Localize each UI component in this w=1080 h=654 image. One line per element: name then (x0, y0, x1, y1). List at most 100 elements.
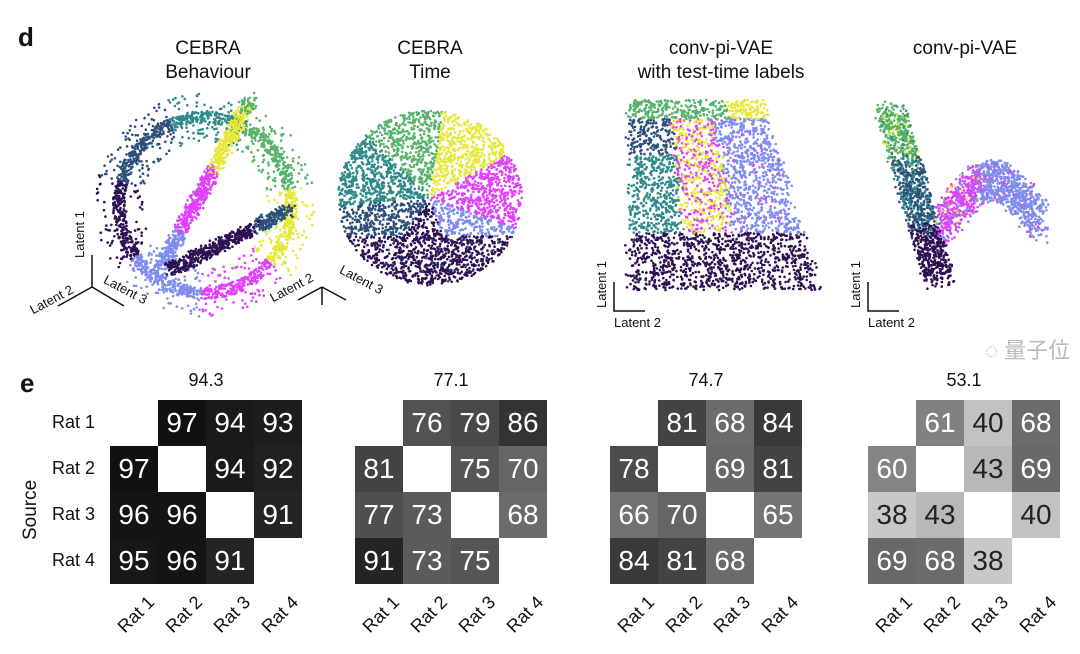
scatter-point (209, 255, 213, 258)
scatter-point (310, 181, 314, 184)
scatter-point (274, 226, 278, 230)
scatter-point (213, 300, 217, 304)
scatter-point (164, 267, 167, 271)
scatter-point (146, 132, 150, 136)
scatter-point (171, 122, 174, 126)
scatter-point (199, 292, 202, 296)
scatter-point (202, 190, 205, 194)
scatter-point (284, 172, 287, 175)
scatter-point (197, 289, 200, 293)
scatter-point (264, 114, 268, 118)
scatter-point (145, 146, 149, 149)
scatter-point (195, 292, 198, 296)
scatter-point (220, 292, 224, 296)
scatter-point (246, 112, 249, 116)
scatter-point (258, 293, 261, 297)
scatter-point (280, 126, 284, 130)
scatter-point (204, 197, 208, 200)
scatter-point (199, 247, 203, 250)
scatter-point (447, 255, 451, 259)
scatter-point (153, 127, 157, 130)
scatter-point (117, 201, 121, 205)
scatter-point (127, 164, 131, 168)
scatter-point (216, 170, 219, 173)
scatter-point (211, 248, 214, 251)
scatter-point (186, 285, 189, 289)
scatter-point (239, 225, 242, 229)
scatter-point (285, 247, 288, 251)
scatter-point (195, 201, 198, 204)
scatter-point (179, 281, 182, 285)
scatter-point (308, 217, 312, 221)
scatter-point (287, 191, 291, 194)
scatter-point (436, 257, 440, 261)
scatter-point (233, 292, 236, 295)
scatter-point (126, 251, 129, 254)
scatter-point (151, 283, 154, 286)
scatter-point (177, 216, 181, 219)
scatter-point (291, 249, 295, 253)
scatter-point (141, 266, 145, 269)
scatter-point (231, 230, 235, 234)
scatter-point (215, 111, 219, 115)
scatter-point (217, 284, 221, 288)
scatter-point (294, 229, 298, 232)
scatter-point (161, 273, 165, 277)
scatter-point (144, 278, 147, 282)
scatter-point (371, 206, 375, 210)
scatter-point (244, 237, 247, 240)
scatter-point (286, 267, 290, 271)
scatter-point (493, 245, 496, 248)
scatter-point (109, 160, 112, 163)
scatter-point (258, 119, 262, 122)
scatter-point (360, 232, 364, 235)
scatter-point (202, 246, 206, 250)
scatter-point (251, 259, 255, 263)
scatter-point (231, 131, 234, 135)
scatter-point (252, 250, 255, 253)
scatter-point (201, 176, 205, 180)
scatter-point (145, 143, 149, 146)
scatter-point (103, 172, 107, 176)
scatter-point (273, 222, 277, 226)
scatter-point (192, 190, 195, 194)
scatter-point (186, 103, 189, 107)
scatter-point (274, 240, 278, 244)
scatter-point (195, 264, 199, 267)
scatter-point (371, 140, 375, 144)
scatter-point (137, 152, 141, 156)
scatter-point (287, 183, 291, 187)
scatter-point (197, 128, 200, 132)
scatter-point (127, 160, 130, 163)
scatter-point (276, 145, 279, 149)
scatter-point (217, 239, 221, 243)
scatter-point (123, 209, 126, 213)
scatter-point (250, 151, 253, 154)
scatter-point (170, 127, 174, 130)
scatter-point (178, 229, 182, 233)
scatter-point (459, 174, 462, 178)
scatter-point (145, 268, 148, 271)
scatter-point (121, 226, 124, 230)
scatter-point (283, 212, 286, 215)
scatter-point (220, 158, 224, 162)
scatter-point (172, 120, 175, 123)
scatter-point (136, 228, 140, 231)
scatter-point (231, 280, 235, 284)
scatter-point (282, 172, 285, 176)
scatter-point (181, 135, 184, 139)
scatter-point (286, 238, 290, 241)
scatter-point (454, 190, 458, 193)
scatter-point (183, 258, 186, 262)
scatter-point (185, 123, 188, 126)
scatter-point (436, 265, 439, 269)
scatter-point (253, 292, 257, 296)
scatter-point (197, 92, 201, 96)
scatter-point (288, 188, 291, 191)
scatter-point (217, 144, 221, 148)
scatter-point (136, 162, 139, 166)
scatter-point (271, 159, 275, 163)
scatter-point (197, 315, 201, 318)
scatter-point (171, 289, 174, 292)
scatter-point (190, 118, 193, 121)
